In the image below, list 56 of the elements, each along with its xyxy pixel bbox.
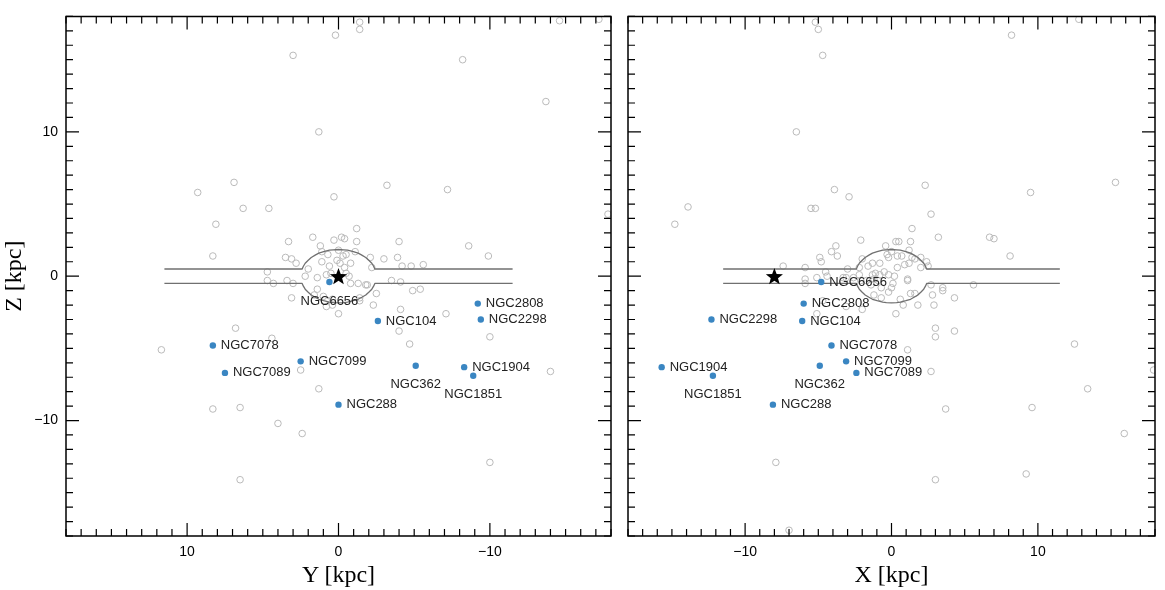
point [709, 372, 717, 379]
point [297, 358, 304, 365]
annotation: NGC104 [385, 312, 437, 328]
annotation: NGC6656 [829, 273, 888, 289]
point [842, 358, 850, 365]
annotation: NGC6656 [300, 292, 359, 308]
annotation: NGC104 [810, 312, 861, 328]
point [326, 278, 333, 286]
point [799, 317, 806, 325]
point [412, 362, 419, 369]
point [221, 369, 229, 377]
point [765, 268, 783, 285]
x-tick-label: 10 [179, 543, 196, 560]
annotation: NGC7078 [839, 337, 898, 353]
point [658, 363, 665, 371]
point [828, 342, 835, 349]
x-tick-label: 0 [334, 543, 343, 560]
point [708, 316, 715, 323]
annotation: NGC1904 [472, 358, 530, 374]
point [800, 300, 807, 307]
annotation: NGC7099 [308, 352, 367, 368]
point [769, 401, 777, 408]
y-tick-label: −10 [34, 411, 59, 428]
annotation: NGC2808 [811, 295, 870, 311]
x-axis-title: Y [kpc] [301, 560, 376, 587]
x-axis-title: X [kpc] [854, 560, 929, 587]
x-tick-label: −10 [733, 543, 758, 560]
point [470, 372, 477, 379]
point [474, 300, 481, 307]
point [818, 278, 825, 286]
annotation: NGC2298 [719, 311, 778, 327]
annotation: NGC1904 [669, 358, 728, 374]
annotation: NGC1851 [684, 386, 742, 402]
x-tick-label: 10 [1030, 543, 1046, 560]
annotation: NGC362 [794, 376, 846, 392]
point [853, 369, 860, 377]
y-axis-title: Z [kpc] [0, 240, 26, 312]
annotation: NGC2808 [485, 295, 544, 311]
annotation: NGC288 [346, 396, 398, 412]
point [477, 316, 485, 323]
annotation: NGC362 [390, 376, 441, 392]
annotation: NGC7089 [232, 364, 291, 380]
x-tick-label: −10 [478, 543, 502, 560]
annotation: NGC1851 [444, 386, 503, 402]
y-tick-label: 10 [42, 122, 59, 139]
annotation: NGC7078 [220, 337, 279, 353]
x-tick-label: 0 [887, 543, 896, 560]
annotation: NGC2298 [488, 311, 547, 327]
y-tick-label: 0 [50, 267, 59, 284]
point [460, 363, 468, 371]
point [374, 317, 382, 325]
point [816, 362, 823, 369]
annotation: NGC288 [780, 396, 832, 412]
point [209, 342, 217, 349]
point [335, 401, 342, 408]
point [329, 268, 348, 285]
